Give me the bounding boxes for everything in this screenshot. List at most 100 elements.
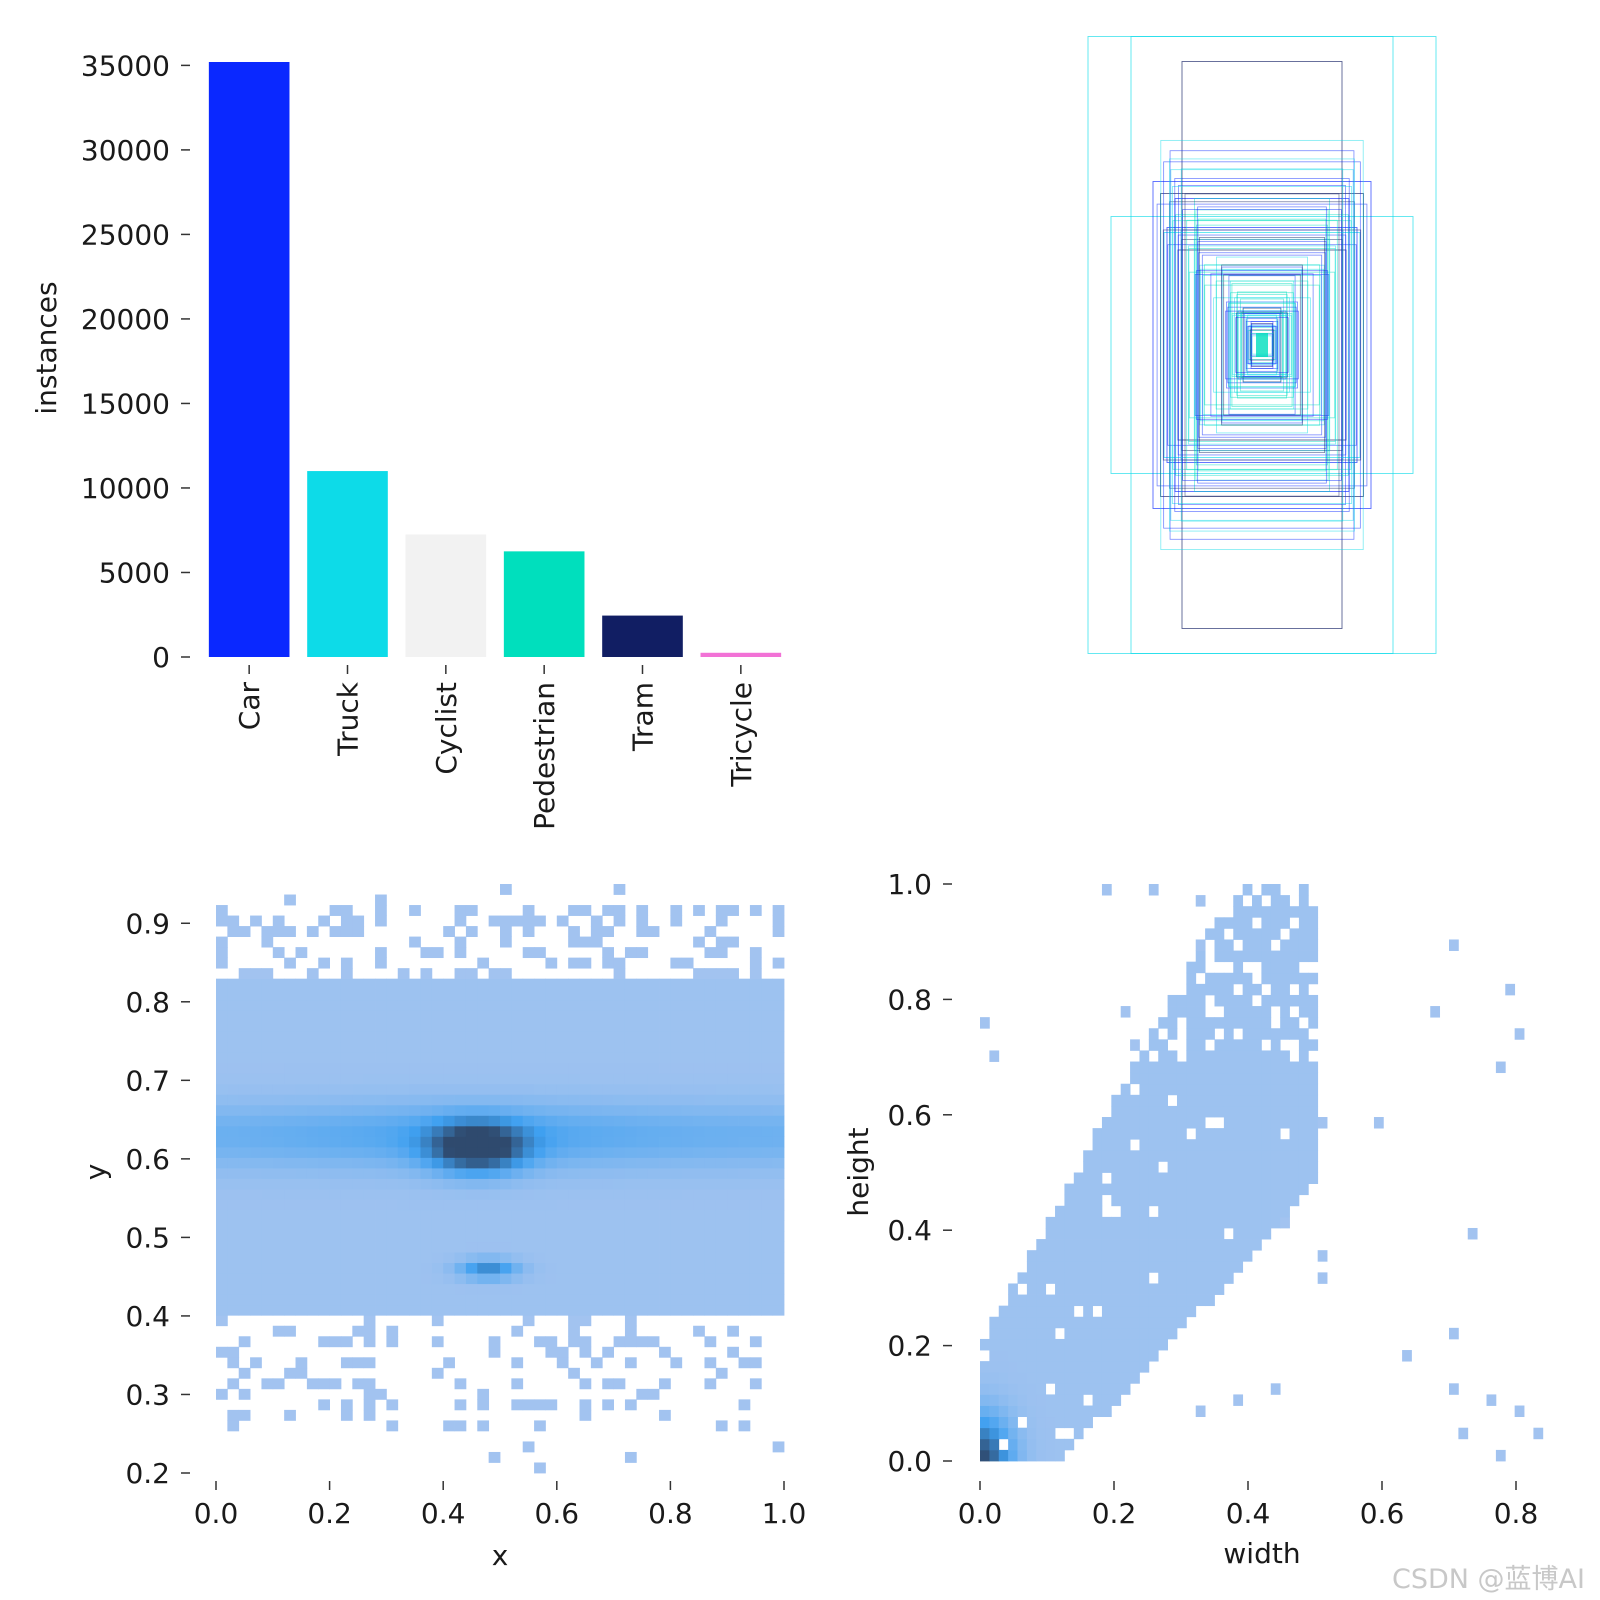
heatmap-cell <box>363 1010 376 1022</box>
heatmap-cell <box>329 1167 342 1179</box>
heatmap-cell <box>989 1449 1000 1462</box>
heatmap-cell <box>1223 1139 1234 1151</box>
heatmap-cell <box>352 1262 365 1274</box>
heatmap-cell <box>636 1125 649 1137</box>
heatmap-cell <box>1092 1272 1103 1284</box>
heatmap-cell <box>522 1167 535 1179</box>
heatmap-cell <box>1308 1150 1319 1162</box>
heatmap-cell <box>363 989 376 1001</box>
heatmap-cell <box>1073 1294 1084 1307</box>
heatmap-cell <box>647 1220 660 1232</box>
heatmap-cell <box>238 1146 251 1158</box>
heatmap-cell <box>397 1020 410 1032</box>
heatmap-cell <box>602 957 614 969</box>
heatmap-cell <box>579 1199 592 1211</box>
heatmap-cell <box>477 1420 490 1432</box>
heatmap-cell <box>1026 1305 1037 1318</box>
heatmap-cell <box>1280 939 1290 951</box>
heatmap-cell <box>465 989 478 1001</box>
heatmap-cell <box>715 1167 728 1179</box>
heatmap-cell <box>1186 983 1197 996</box>
heatmap-cell <box>216 1020 228 1032</box>
heatmap-cell <box>659 1189 671 1200</box>
heatmap-cell <box>980 1017 990 1029</box>
heatmap-cell <box>727 1104 739 1116</box>
heatmap-cell <box>534 1294 546 1306</box>
heatmap-cell <box>1308 1094 1319 1107</box>
heatmap-cell <box>681 1220 694 1232</box>
heatmap-cell <box>216 936 228 948</box>
heatmap-cell <box>727 1231 739 1243</box>
heatmap-cell <box>409 1094 421 1106</box>
heatmap-cell <box>238 978 251 990</box>
heatmap-cell <box>250 989 262 1001</box>
heatmap-cell <box>397 989 410 1001</box>
heatmap-cell <box>579 936 592 948</box>
heatmap-cell <box>420 1052 433 1064</box>
heatmap-cell <box>284 1157 296 1169</box>
heatmap-cell <box>1214 1039 1225 1051</box>
heatmap-cell <box>647 1273 660 1285</box>
heatmap-cell <box>1242 1183 1253 1196</box>
heatmap-cell <box>261 1220 274 1232</box>
heatmap-cell <box>704 1178 717 1190</box>
heatmap-cell <box>1101 1128 1112 1140</box>
heatmap-cell <box>340 1409 353 1421</box>
heatmap-cell <box>556 1073 569 1085</box>
heatmap-cell <box>227 1199 240 1211</box>
bbox-outline <box>1204 284 1320 406</box>
heatmap-cell <box>659 1210 671 1221</box>
heatmap-cell <box>397 1220 410 1232</box>
heatmap-cell <box>1101 1361 1112 1373</box>
heatmap-cell <box>238 1157 251 1169</box>
heatmap-cell <box>306 1231 319 1243</box>
heatmap-cell <box>227 1178 240 1190</box>
heatmap-cell <box>500 884 512 895</box>
heatmap-cell <box>772 1199 785 1211</box>
heatmap-cell <box>761 989 774 1001</box>
heatmap-cell <box>1195 1216 1206 1229</box>
heatmap-cell <box>738 1083 751 1095</box>
heatmap-cell <box>465 1231 478 1243</box>
heatmap-cell <box>522 1136 535 1148</box>
heatmap-cell <box>1130 1150 1140 1162</box>
heatmap-cell <box>1139 1105 1150 1118</box>
bbox-outline <box>1221 264 1303 426</box>
heatmap-cell <box>704 1336 717 1348</box>
heatmap-cell <box>386 1178 399 1190</box>
heatmap-cell <box>1130 1316 1140 1329</box>
heatmap-cell <box>318 989 330 1001</box>
heatmap-cell <box>306 989 319 1001</box>
heatmap-cell <box>704 999 717 1011</box>
heatmap-cell <box>761 1283 774 1295</box>
heatmap-cell <box>522 1220 535 1232</box>
heatmap-cell <box>998 1405 1009 1418</box>
heatmap-cell <box>534 1052 546 1064</box>
heatmap-cell <box>568 1210 580 1221</box>
heatmap-cell <box>738 1041 751 1053</box>
heatmap-cell <box>306 1241 319 1253</box>
heatmap-cell <box>386 1167 399 1179</box>
heatmap-cell <box>318 1083 330 1095</box>
heatmap-cell <box>772 1010 785 1022</box>
heatmap-cell <box>704 968 717 980</box>
heatmap-cell <box>647 1178 660 1190</box>
heatmap-cell <box>329 1104 342 1116</box>
heatmap-cell <box>1252 1105 1262 1118</box>
heatmap-cell <box>1130 1261 1140 1273</box>
heatmap-cell <box>556 1346 569 1358</box>
heatmap-cell <box>1270 928 1281 940</box>
heatmap-cell <box>1261 1083 1272 1096</box>
heatmap-cell <box>397 1083 410 1095</box>
heatmap-cell <box>261 1052 274 1064</box>
heatmap-cell <box>352 989 365 1001</box>
heatmap-cell <box>772 1167 785 1179</box>
heatmap-cell <box>1158 1128 1168 1140</box>
heatmap-cell <box>1064 1272 1075 1284</box>
heatmap-cell <box>329 1073 342 1085</box>
heatmap-cell <box>216 1220 228 1232</box>
heatmap-cell <box>386 1399 399 1411</box>
heatmap-cell <box>602 1115 614 1127</box>
heatmap-cell <box>1176 1150 1187 1162</box>
heatmap-cell <box>1186 1139 1197 1151</box>
